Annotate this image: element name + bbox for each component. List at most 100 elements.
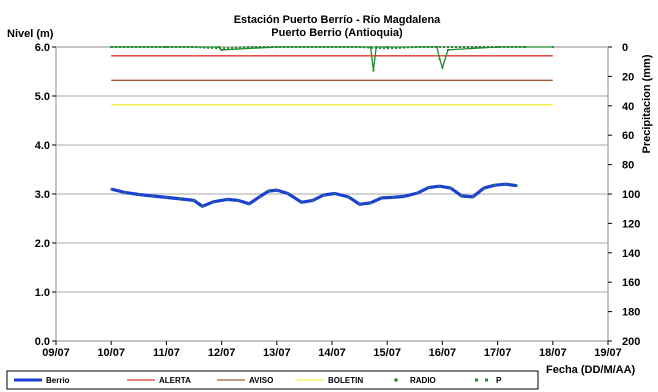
data-point-p — [217, 46, 220, 48]
y2-tick-label: 0 — [622, 42, 628, 54]
x-tick-label: 12/07 — [208, 347, 236, 359]
x-tick-label: 16/07 — [429, 347, 457, 359]
legend-box — [6, 370, 539, 390]
data-point-berrio — [369, 201, 372, 204]
y2-tick-label: 100 — [622, 189, 640, 201]
data-point-p — [331, 46, 333, 48]
data-point-berrio — [391, 196, 394, 199]
x-axis-label: Fecha (DD/M/AA) — [546, 364, 636, 376]
data-point-berrio — [416, 192, 419, 195]
data-point-berrio — [358, 203, 361, 206]
data-point-berrio — [333, 192, 336, 195]
y2-tick-label: 140 — [622, 248, 640, 260]
data-point-p — [435, 46, 438, 48]
x-tick-label: 18/07 — [539, 347, 567, 359]
data-point-berrio — [427, 186, 430, 189]
data-point-p — [369, 46, 372, 48]
data-point-p — [375, 46, 378, 48]
data-point-p — [372, 69, 375, 72]
x-tick-label: 11/07 — [153, 347, 180, 359]
data-point-berrio — [322, 193, 325, 196]
data-point-p — [220, 48, 223, 51]
legend-label: AVISO — [249, 376, 273, 385]
data-point-berrio — [259, 195, 262, 198]
x-tick-label: 17/07 — [484, 347, 512, 359]
data-point-berrio — [110, 188, 113, 191]
data-point-berrio — [248, 202, 251, 205]
data-point-berrio — [460, 194, 463, 197]
data-point-berrio — [438, 185, 441, 188]
data-point-berrio — [151, 194, 154, 197]
data-point-berrio — [212, 200, 215, 203]
y2-tick-label: 180 — [622, 307, 640, 319]
x-tick-label: 13/07 — [263, 347, 291, 359]
data-point-berrio — [201, 205, 204, 208]
y-tick-label: 3.0 — [35, 189, 50, 201]
data-point-berrio — [193, 199, 195, 202]
data-point-berrio — [267, 190, 270, 193]
x-tick-label: 19/07 — [594, 347, 622, 359]
y2-tick-label: 80 — [622, 160, 634, 172]
data-point-berrio — [515, 184, 518, 187]
legend-label: BOLETIN — [328, 376, 363, 385]
data-point-p — [110, 46, 113, 48]
y2-tick-label: 20 — [622, 71, 634, 83]
data-point-p — [446, 48, 449, 51]
data-point-berrio — [347, 195, 350, 198]
x-tick-label: 10/07 — [97, 347, 125, 359]
x-tick-label: 09/07 — [42, 347, 70, 359]
legend-label: Berrio — [46, 376, 70, 385]
y2-axis-label: Precipitacion (mm) — [641, 54, 653, 153]
legend-label: ALERTA — [159, 376, 191, 385]
data-point-berrio — [137, 193, 140, 196]
data-point-p — [275, 46, 278, 48]
y-tick-label: 0.0 — [35, 336, 50, 348]
data-point-berrio — [124, 191, 126, 194]
data-point-berrio — [493, 184, 496, 187]
y2-tick-label: 200 — [622, 336, 640, 348]
data-point-p — [551, 46, 554, 48]
y-tick-label: 4.0 — [35, 140, 50, 152]
y-tick-label: 5.0 — [35, 91, 50, 103]
data-point-berrio — [300, 201, 303, 204]
data-point-berrio — [226, 198, 229, 201]
data-point-berrio — [471, 195, 474, 198]
data-point-p — [386, 46, 389, 48]
data-point-p — [165, 46, 168, 48]
data-point-berrio — [402, 195, 405, 198]
legend: Berrio ALERTA AVISO BOLETIN RADIO P — [6, 370, 539, 390]
data-point-berrio — [275, 189, 278, 192]
legend-marker-radio — [394, 378, 398, 382]
y2-tick-label: 160 — [622, 277, 640, 289]
legend-label: P — [496, 376, 502, 385]
data-point-p — [524, 46, 527, 48]
data-point-berrio — [449, 187, 452, 190]
y-tick-label: 1.0 — [35, 287, 50, 299]
y2-tick-label: 60 — [622, 130, 634, 142]
data-point-berrio — [286, 192, 289, 195]
x-tick-label: 14/07 — [318, 347, 346, 359]
legend-marker-p — [475, 378, 478, 382]
data-point-p — [438, 57, 441, 60]
data-point-berrio — [179, 197, 182, 200]
data-point-berrio — [237, 199, 240, 202]
data-point-berrio — [482, 187, 485, 190]
data-point-berrio — [504, 183, 507, 186]
data-point-berrio — [311, 199, 314, 202]
y2-tick-label: 40 — [622, 101, 634, 113]
data-point-p — [496, 46, 499, 48]
chart-subtitle: Puerto Berrio (Antioquia) — [271, 27, 403, 39]
series-line-berrio — [110, 182, 518, 208]
y-axis-label: Nivel (m) — [7, 28, 54, 40]
legend-marker-p — [485, 378, 488, 382]
data-point-berrio — [165, 196, 168, 199]
data-point-berrio — [380, 196, 383, 199]
chart-title: Estación Puerto Berrío - Río Magdalena — [234, 14, 441, 26]
legend-label: RADIO — [410, 376, 436, 385]
x-tick-label: 15/07 — [373, 347, 401, 359]
y2-tick-label: 120 — [622, 218, 640, 230]
data-point-p — [441, 66, 444, 69]
y-tick-label: 2.0 — [35, 238, 50, 250]
y-tick-label: 6.0 — [35, 42, 50, 54]
